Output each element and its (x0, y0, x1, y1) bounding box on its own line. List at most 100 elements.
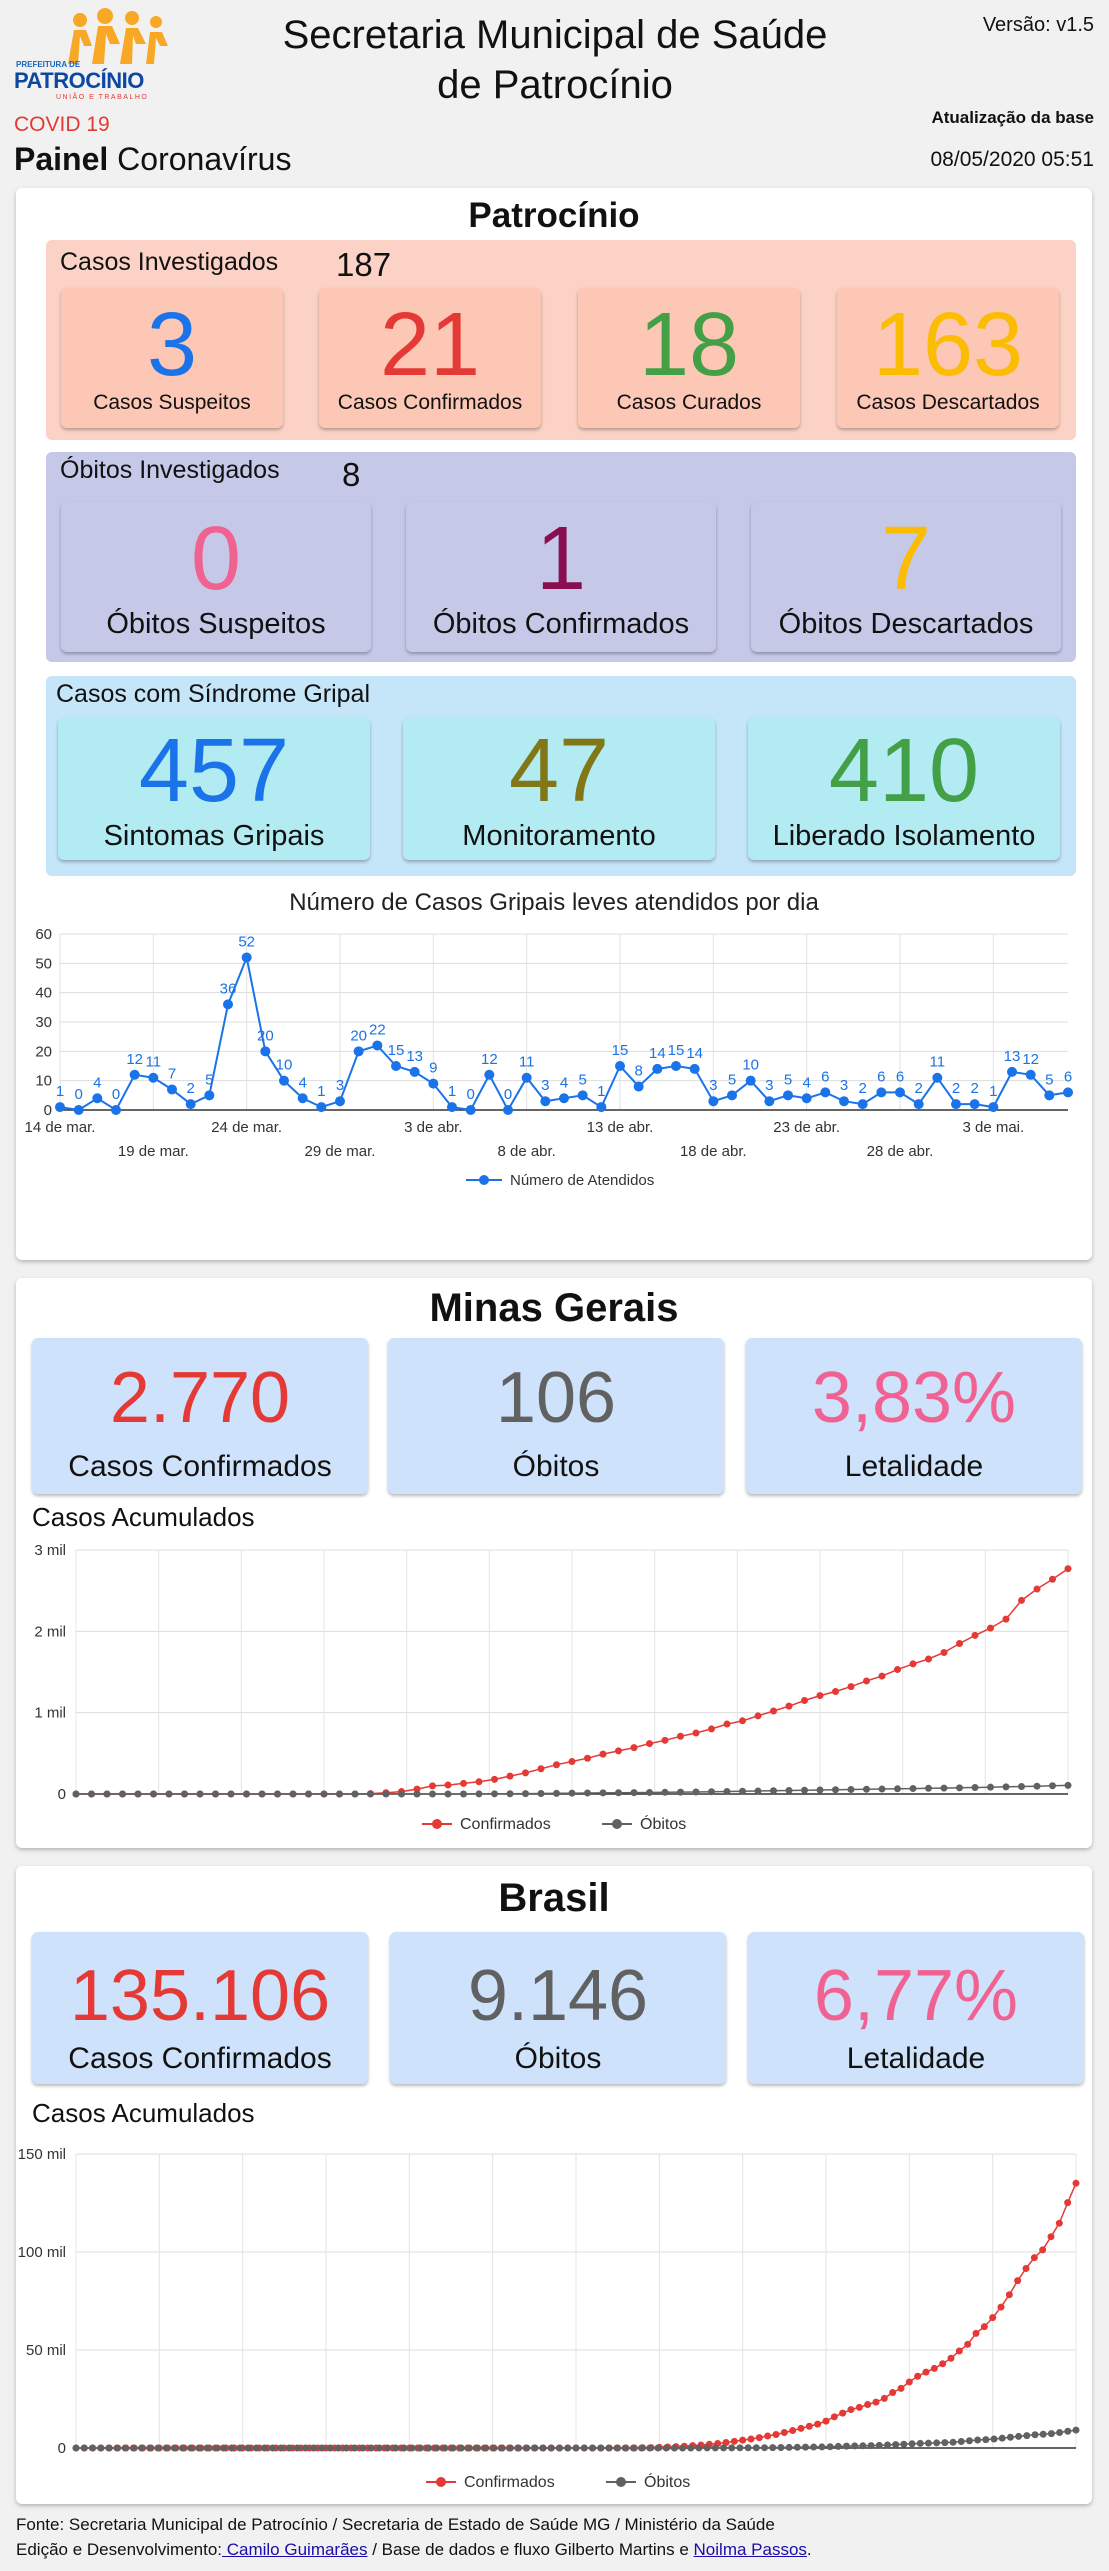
brasil-confirmados-value: 135.106 (69, 1956, 331, 2036)
chart3-y-tick: 50 mil (26, 2342, 66, 2359)
chart2-point (723, 1720, 731, 1728)
casos-confirmados-label: Casos Confirmados (337, 391, 523, 414)
chart3-point (556, 2444, 564, 2452)
logo-small-bottom: UNIÃO E TRABALHO (56, 94, 149, 101)
brasil-title: Brasil (498, 1876, 610, 1920)
chart1-x-tick: 29 de mar. (305, 1143, 376, 1160)
chart2-y-tick: 1 mil (34, 1705, 66, 1722)
chart3-point (793, 2443, 801, 2451)
chart1-point (297, 1093, 308, 1104)
chart3-point (1047, 2430, 1055, 2438)
casos-investigados-total: 187 (336, 246, 392, 283)
chart1-point (129, 1069, 140, 1080)
brasil-letalidade-label: Letalidade (846, 2042, 986, 2075)
chart3-point (897, 2384, 905, 2392)
chart3-point (789, 2427, 797, 2435)
brasil-card: Brasil 135.106 Casos Confirmados 9.146 Ó… (16, 1866, 1092, 2504)
footer-link-camilo[interactable]: Camilo Guimarães (222, 2540, 368, 2559)
chart3-point (531, 2444, 539, 2452)
chart3-point (916, 2439, 924, 2447)
chart1-data-label: 14 (649, 1045, 666, 1062)
tile-brasil-letalidade: 6,77% Letalidade (748, 1932, 1084, 2084)
chart2-point (444, 1781, 452, 1789)
chart1-point (932, 1072, 943, 1083)
chart1-y-tick: 20 (35, 1043, 52, 1060)
minas-obitos-label: Óbitos (512, 1450, 600, 1483)
chart2-point (987, 1624, 994, 1632)
panel-title-rest: Coronavírus (108, 141, 292, 177)
chart2-point (258, 1790, 266, 1798)
chart3-point (1039, 2430, 1047, 2438)
chart3-point (752, 2444, 760, 2452)
chart3-point (646, 2444, 654, 2452)
chart2-point (243, 1790, 250, 1798)
chart1-y-tick: 60 (35, 926, 52, 943)
chart3-point (933, 2439, 941, 2447)
version-label: Versão: v1.5 (982, 14, 1094, 36)
chart3-point (597, 2444, 605, 2452)
chart3-point (269, 2444, 277, 2452)
chart3-point (302, 2444, 310, 2452)
chart2-point (506, 1790, 514, 1798)
chart3-point (736, 2444, 744, 2452)
chart2-point (925, 1784, 932, 1792)
chart2-point (692, 1729, 700, 1737)
chart3-point (580, 2444, 588, 2452)
chart3-point (1064, 2427, 1072, 2435)
footer-link-noilma[interactable]: Noilma Passos (693, 2540, 807, 2559)
sindrome-gripal-panel: Casos com Síndrome Gripal 457 Sintomas G… (46, 676, 1076, 876)
chart2-point (770, 1707, 777, 1715)
chart1-data-label: 5 (205, 1071, 213, 1088)
chart3-point (989, 2314, 997, 2322)
chart3-legend-label: Óbitos (644, 2472, 690, 2491)
chart1-data-label: 3 (840, 1077, 848, 1094)
chart2-point (847, 1786, 855, 1794)
chart3-point (875, 2441, 883, 2449)
chart1-point (465, 1105, 476, 1115)
page-title: Secretaria Municipal de Saúde de Patrocí… (220, 10, 890, 110)
chart3-point (342, 2444, 350, 2452)
chart3-point (195, 2444, 203, 2452)
chart3-point (326, 2444, 334, 2452)
chart2-point (475, 1778, 483, 1786)
chart2-point (88, 1790, 95, 1798)
chart3-point (980, 2323, 988, 2331)
chart3-point (728, 2444, 736, 2452)
chart3-point (1014, 2277, 1022, 2285)
header: PREFEITURA DE PATROCÍNIO UNIÃO E TRABALH… (0, 0, 1109, 185)
chart3-point (228, 2444, 236, 2452)
chart1-data-label: 4 (93, 1074, 101, 1091)
chart3-point (1023, 2432, 1031, 2440)
chart1-data-label: 13 (1004, 1048, 1021, 1065)
chart1-point (596, 1102, 607, 1113)
chart3-point (515, 2444, 523, 2452)
brasil-confirmados-label: Casos Confirmados (68, 2042, 332, 2075)
chart3-point (922, 2368, 930, 2376)
chart2-point (491, 1790, 498, 1798)
chart3-point (947, 2354, 955, 2362)
chart2-point (1064, 1781, 1072, 1789)
chart1-y-tick: 40 (35, 985, 52, 1002)
casos-suspeitos-value: 3 (146, 295, 198, 395)
chart3-point (179, 2444, 187, 2452)
chart3-point (847, 2406, 855, 2414)
chart1-data-label: 1 (317, 1083, 325, 1100)
minas-obitos-value: 106 (495, 1358, 617, 1438)
chart2-point (708, 1788, 715, 1796)
chart3-point (810, 2443, 818, 2451)
chart2-y-tick: 2 mil (34, 1623, 66, 1640)
chart3-point (261, 2444, 269, 2452)
chart2-point (150, 1790, 157, 1798)
chart1-x-tick: 14 de mar. (25, 1119, 96, 1136)
liberado-isolamento-label: Liberado Isolamento (772, 820, 1036, 852)
chart2-point (460, 1790, 467, 1798)
chart1-data-label: 1 (448, 1083, 456, 1100)
sintomas-gripais-value: 457 (138, 721, 290, 821)
chart3-point (121, 2444, 129, 2452)
chart3-point (367, 2444, 375, 2452)
chart2-point (491, 1775, 498, 1783)
chart3-point (220, 2444, 228, 2452)
chart1-x-tick: 13 de abr. (587, 1119, 654, 1136)
chart3-point (433, 2444, 441, 2452)
casos-investigados-label: Casos Investigados (60, 248, 279, 276)
